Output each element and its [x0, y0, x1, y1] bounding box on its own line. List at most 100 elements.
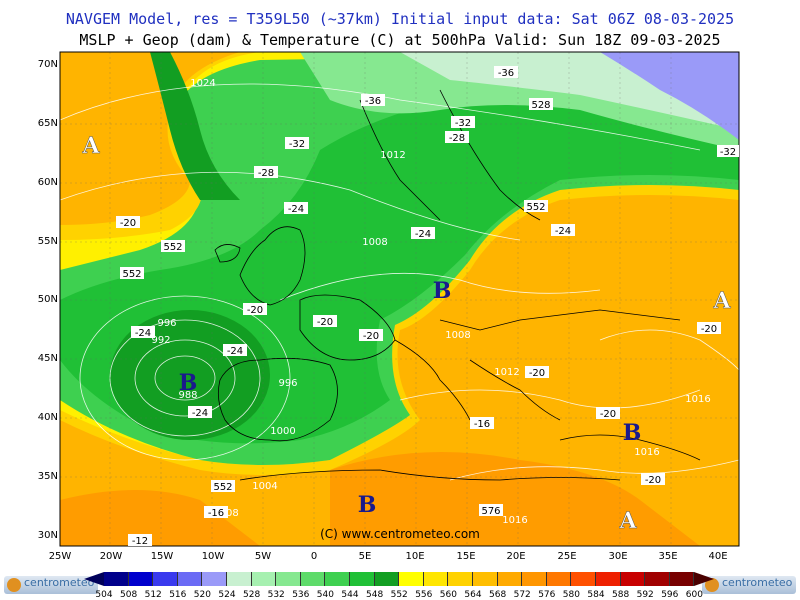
colorbar-swatch [399, 572, 424, 586]
colorbar-swatch [374, 572, 400, 586]
temperature-label: -20 [120, 218, 136, 229]
colorbar-swatch [153, 572, 178, 586]
isobar-label: 1012 [380, 150, 405, 161]
isobar-label: 1008 [445, 330, 470, 341]
temperature-label: -20 [701, 324, 717, 335]
temperature-label: -24 [555, 226, 571, 237]
colorbar-label: 564 [464, 590, 482, 600]
colorbar-label: 568 [489, 590, 507, 600]
geopotential-label: 552 [122, 269, 141, 280]
colorbar-swatch [645, 572, 670, 586]
colorbar-label: 532 [267, 590, 285, 600]
colorbar-swatch [546, 572, 572, 586]
colorbar-label: 588 [612, 590, 630, 600]
colorbar-right-arrow [694, 572, 715, 586]
colorbar-label: 540 [316, 590, 334, 600]
isobar-label: 1016 [634, 447, 659, 458]
geopotential-label: 528 [531, 100, 550, 111]
colorbar-label: 536 [292, 590, 310, 600]
colorbar-label: 516 [169, 590, 187, 600]
colorbar-label: 560 [439, 590, 457, 600]
colorbar-label: 580 [562, 590, 580, 600]
low-pressure-center: B [179, 370, 198, 396]
colorbar-swatch [128, 572, 154, 586]
latitude-label: 45N [37, 353, 58, 364]
temperature-label: -24 [135, 328, 151, 339]
colorbar-swatch [620, 572, 646, 586]
temperature-label: -36 [365, 96, 381, 107]
temperature-label: -24 [227, 346, 243, 357]
colorbar-label: 524 [218, 590, 236, 600]
colorbar-label: 504 [95, 590, 113, 600]
longitude-label: 25W [48, 551, 72, 562]
temperature-label: -24 [415, 229, 431, 240]
colorbar-label: 552 [390, 590, 408, 600]
colorbar-label: 556 [415, 590, 433, 600]
temperature-label: -28 [449, 133, 465, 144]
latitude-label: 40N [37, 412, 58, 423]
temperature-label: -32 [289, 139, 305, 150]
longitude-label: 40E [708, 551, 728, 562]
colorbar-label: 528 [243, 590, 261, 600]
map-title-line1: NAVGEM Model, res = T359L50 (~37km) Init… [65, 10, 735, 28]
colorbar-label: 584 [587, 590, 605, 600]
isobar-label: 1004 [252, 481, 277, 492]
temperature-label: -20 [529, 368, 545, 379]
isobar-label: 1024 [190, 78, 215, 89]
longitude-label: 5E [358, 551, 372, 562]
isobar-label: 1008 [362, 237, 387, 248]
temperature-field [60, 52, 739, 546]
colorbar-label: 596 [661, 590, 679, 600]
logo-text: centrometeo [24, 576, 95, 589]
temperature-label: -32 [455, 118, 471, 129]
pressure-centers: A A B B B B A [81, 133, 732, 535]
isobar-label: 996 [278, 378, 297, 389]
low-pressure-center: B [433, 278, 452, 304]
colorbar-label: 544 [341, 590, 359, 600]
longitude-label: 15E [456, 551, 476, 562]
colorbar-label: 512 [144, 590, 162, 600]
temperature-label: -28 [258, 168, 274, 179]
latitude-label: 50N [37, 294, 58, 305]
temperature-label: -24 [288, 204, 304, 215]
longitude-label: 30E [608, 551, 628, 562]
geopotential-labels: 552 552 552 552 528 576 [120, 98, 553, 517]
latitude-label: 65N [37, 118, 58, 129]
geopotential-label: 552 [213, 482, 232, 493]
latitude-label: 70N [37, 59, 58, 70]
latitude-label: 55N [37, 236, 58, 247]
colorbar-swatch [350, 572, 375, 586]
isobar-label: 1000 [270, 426, 295, 437]
temperature-label: -20 [247, 305, 263, 316]
temperature-label: -36 [498, 68, 514, 79]
longitude-label: 20E [506, 551, 526, 562]
high-pressure-center: A [81, 133, 100, 159]
high-pressure-center: A [712, 288, 731, 314]
longitude-label: 35E [658, 551, 678, 562]
colorbar-label: 592 [636, 590, 654, 600]
isobar-label: 996 [157, 318, 176, 329]
colorbar-swatch [325, 572, 350, 586]
temperature-label: -20 [600, 409, 616, 420]
colorbar-swatch [473, 572, 498, 586]
latitude-label: 35N [37, 471, 58, 482]
temperature-label: -20 [363, 331, 379, 342]
longitude-label: 25E [557, 551, 577, 562]
high-pressure-center: A [618, 508, 637, 534]
colorbar-label: 508 [120, 590, 138, 600]
longitude-label: 10W [201, 551, 225, 562]
temperature-label: -20 [645, 475, 661, 486]
isobar-label: 992 [151, 335, 170, 346]
temperature-label: -16 [474, 419, 490, 430]
temperature-labels: -36 -36 -32 -32 -28 -28 -24 -24 -24 -24 … [116, 66, 739, 547]
longitude-label: 20W [99, 551, 123, 562]
colorbar-swatch [669, 572, 695, 586]
colorbar-swatch [448, 572, 473, 586]
geopotential-label: 552 [526, 202, 545, 213]
colorbar-swatch [202, 572, 227, 586]
colorbar-swatch [571, 572, 596, 586]
map-title-line2: MSLP + Geop (dam) & Temperature (C) at 5… [79, 31, 721, 49]
colorbar-swatch [177, 572, 203, 586]
colorbar-swatch [251, 572, 277, 586]
